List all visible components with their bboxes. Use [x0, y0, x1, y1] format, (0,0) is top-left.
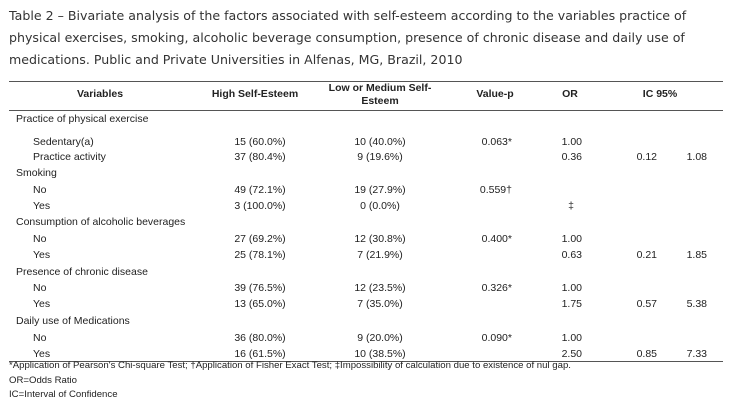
header-low-self-esteem-line1: Low or Medium Self- [328, 82, 432, 94]
low-value: 0 (0.0%) [360, 200, 400, 212]
or-value: 1.75 [561, 298, 582, 310]
row-label: Yes [33, 348, 51, 360]
p-value: 0.559† [479, 184, 512, 196]
row-label: No [33, 332, 47, 344]
high-value: 37 (80.4%) [234, 151, 286, 163]
p-value: 0.063* [481, 136, 512, 148]
row-label: No [33, 282, 47, 294]
ic-low: 0.21 [636, 249, 657, 261]
row-label: Yes [33, 298, 51, 310]
group-label: Daily use of Medications [16, 315, 130, 327]
low-value: 9 (19.6%) [357, 151, 403, 163]
footnote-tests: *Application of Pearson's Chi-square Tes… [9, 360, 571, 371]
footnote-or: OR=Odds Ratio [9, 375, 77, 386]
row-label: Yes [33, 200, 51, 212]
high-value: 49 (72.1%) [234, 184, 286, 196]
ic-low: 0.12 [636, 151, 657, 163]
low-value: 9 (20.0%) [357, 332, 403, 344]
or-value: 2.50 [561, 348, 582, 360]
low-value: 12 (23.5%) [354, 282, 406, 294]
or-value: 1.00 [561, 136, 582, 148]
low-value: 7 (35.0%) [357, 298, 403, 310]
or-value: 0.63 [561, 249, 582, 261]
low-value: 7 (21.9%) [357, 249, 403, 261]
p-value: 0.400* [481, 233, 512, 245]
ic-high: 5.38 [686, 298, 707, 310]
group-label: Consumption of alcoholic beverages [16, 216, 186, 228]
ic-low: 0.85 [636, 348, 657, 360]
high-value: 27 (69.2%) [234, 233, 286, 245]
or-value: 1.00 [561, 332, 582, 344]
low-value: 10 (40.0%) [354, 136, 406, 148]
high-value: 39 (76.5%) [234, 282, 286, 294]
header-low-self-esteem-line2: Esteem [361, 95, 399, 107]
high-value: 15 (60.0%) [234, 136, 286, 148]
high-value: 16 (61.5%) [234, 348, 286, 360]
header-high-self-esteem: High Self-Esteem [211, 88, 299, 100]
or-value: 1.00 [561, 233, 582, 245]
high-value: 13 (65.0%) [234, 298, 286, 310]
p-value: 0.090* [481, 332, 512, 344]
high-value: 25 (78.1%) [234, 249, 286, 261]
header-value-p: Value-p [476, 88, 514, 100]
row-label: No [33, 233, 47, 245]
low-value: 12 (30.8%) [354, 233, 406, 245]
group-label: Practice of physical exercise [16, 113, 149, 125]
ic-high: 1.85 [686, 249, 707, 261]
or-value: ‡ [568, 200, 574, 212]
group-label: Smoking [16, 167, 57, 179]
ic-low: 0.57 [636, 298, 657, 310]
table-caption: Table 2 – Bivariate analysis of the fact… [9, 8, 687, 67]
row-label: Sedentary(a) [33, 136, 94, 148]
header-variables: Variables [76, 88, 124, 100]
or-value: 1.00 [561, 282, 582, 294]
table-bottom-rule [9, 361, 723, 362]
ic-high: 7.33 [686, 348, 707, 360]
ic-high: 1.08 [686, 151, 707, 163]
header-or: OR [562, 88, 578, 100]
header-bottom-rule [9, 110, 723, 111]
table-top-rule [9, 81, 723, 82]
row-label: No [33, 184, 47, 196]
row-label: Practice activity [33, 151, 106, 163]
p-value: 0.326* [481, 282, 512, 294]
low-value: 10 (38.5%) [354, 348, 406, 360]
footnote-ic: IC=Interval of Confidence [9, 389, 118, 400]
low-value: 19 (27.9%) [354, 184, 406, 196]
row-label: Yes [33, 249, 51, 261]
group-label: Presence of chronic disease [16, 266, 148, 278]
or-value: 0.36 [561, 151, 582, 163]
header-ic95: IC 95% [642, 88, 678, 100]
high-value: 36 (80.0%) [234, 332, 286, 344]
high-value: 3 (100.0%) [234, 200, 286, 212]
